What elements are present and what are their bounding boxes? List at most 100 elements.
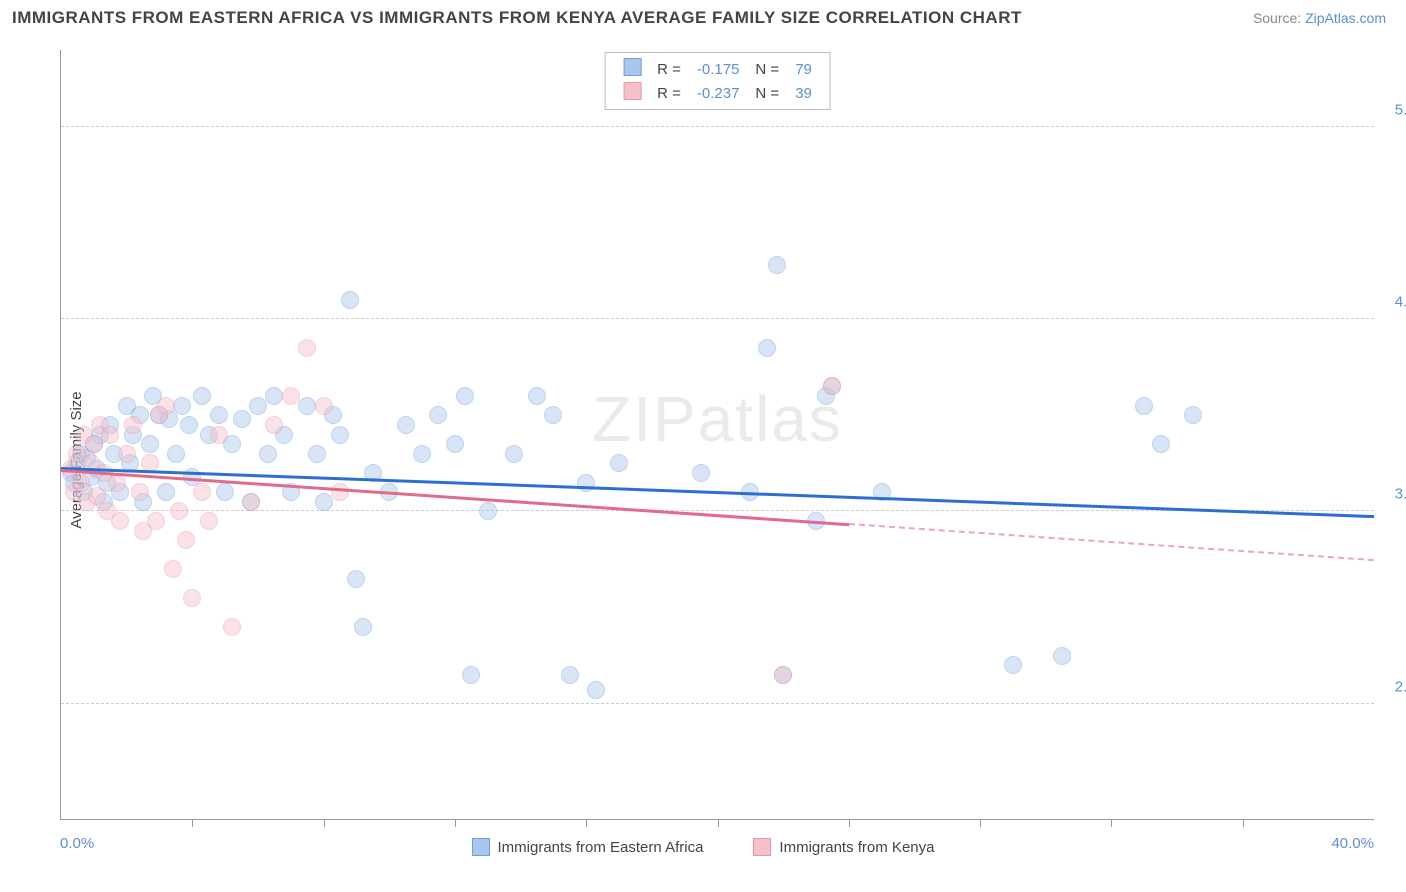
data-point <box>347 570 365 588</box>
data-point <box>265 416 283 434</box>
data-point <box>456 387 474 405</box>
data-point <box>768 256 786 274</box>
x-tick <box>192 819 193 827</box>
x-tick <box>586 819 587 827</box>
source-link[interactable]: ZipAtlas.com <box>1305 10 1386 26</box>
legend-label: Immigrants from Kenya <box>779 839 934 856</box>
data-point <box>397 416 415 434</box>
data-point <box>315 397 333 415</box>
data-point <box>587 681 605 699</box>
legend-label: Immigrants from Eastern Africa <box>498 839 704 856</box>
correlation-legend: R =-0.175N =79R =-0.237N =39 <box>604 52 831 110</box>
data-point <box>242 493 260 511</box>
data-point <box>177 531 195 549</box>
x-tick <box>1111 819 1112 827</box>
gridline <box>61 126 1374 127</box>
data-point <box>282 387 300 405</box>
y-tick-label: 4.00 <box>1380 294 1406 311</box>
stat-value-r: -0.175 <box>689 57 748 81</box>
x-tick <box>849 819 850 827</box>
trendline-extrapolated <box>849 523 1374 561</box>
data-point <box>544 406 562 424</box>
data-point <box>692 464 710 482</box>
stat-label-r: R = <box>649 57 689 81</box>
data-point <box>111 512 129 530</box>
data-point <box>223 618 241 636</box>
data-point <box>341 291 359 309</box>
legend-swatch <box>623 58 641 76</box>
stat-label-r: R = <box>649 81 689 105</box>
correlation-row: R =-0.237N =39 <box>615 81 820 105</box>
data-point <box>462 666 480 684</box>
data-point <box>1184 406 1202 424</box>
y-tick-label: 2.00 <box>1380 678 1406 695</box>
watermark: ZIPatlas <box>592 382 843 456</box>
source-attribution: Source: ZipAtlas.com <box>1253 10 1386 26</box>
data-point <box>331 483 349 501</box>
data-point <box>141 435 159 453</box>
data-point <box>170 502 188 520</box>
stat-label-n: N = <box>747 57 787 81</box>
data-point <box>180 416 198 434</box>
data-point <box>183 589 201 607</box>
data-point <box>413 445 431 463</box>
data-point <box>157 397 175 415</box>
data-point <box>147 512 165 530</box>
data-point <box>528 387 546 405</box>
data-point <box>1152 435 1170 453</box>
data-point <box>429 406 447 424</box>
x-tick <box>455 819 456 827</box>
data-point <box>1004 656 1022 674</box>
legend-swatch <box>472 838 490 856</box>
data-point <box>193 387 211 405</box>
x-tick <box>324 819 325 827</box>
data-point <box>354 618 372 636</box>
data-point <box>315 493 333 511</box>
data-point <box>1135 397 1153 415</box>
data-point <box>331 426 349 444</box>
data-point <box>101 426 119 444</box>
stat-value-r: -0.237 <box>689 81 748 105</box>
x-tick <box>718 819 719 827</box>
legend-item: Immigrants from Eastern Africa <box>472 838 704 856</box>
data-point <box>131 483 149 501</box>
data-point <box>308 445 326 463</box>
data-point <box>167 445 185 463</box>
data-point <box>259 445 277 463</box>
chart-title: IMMIGRANTS FROM EASTERN AFRICA VS IMMIGR… <box>12 8 1022 28</box>
legend-swatch <box>623 82 641 100</box>
gridline <box>61 703 1374 704</box>
data-point <box>249 397 267 415</box>
data-point <box>193 483 211 501</box>
stat-value-n: 79 <box>787 57 820 81</box>
data-point <box>1053 647 1071 665</box>
stat-value-n: 39 <box>787 81 820 105</box>
series-legend: Immigrants from Eastern Africa Immigrants… <box>12 838 1394 856</box>
x-tick <box>1243 819 1244 827</box>
data-point <box>446 435 464 453</box>
data-point <box>210 406 228 424</box>
data-point <box>233 410 251 428</box>
stat-label-n: N = <box>747 81 787 105</box>
data-point <box>479 502 497 520</box>
y-tick-label: 5.00 <box>1380 101 1406 118</box>
legend-item: Immigrants from Kenya <box>753 838 934 856</box>
correlation-row: R =-0.175N =79 <box>615 57 820 81</box>
data-point <box>124 416 142 434</box>
plot-area: ZIPatlas R =-0.175N =79R =-0.237N =39 2.… <box>60 50 1374 820</box>
legend-swatch <box>753 838 771 856</box>
data-point <box>173 397 191 415</box>
data-point <box>210 426 228 444</box>
data-point <box>758 339 776 357</box>
y-tick-label: 3.00 <box>1380 486 1406 503</box>
data-point <box>610 454 628 472</box>
gridline <box>61 318 1374 319</box>
data-point <box>216 483 234 501</box>
data-point <box>561 666 579 684</box>
chart-container: Average Family Size ZIPatlas R =-0.175N … <box>12 40 1394 880</box>
data-point <box>118 445 136 463</box>
data-point <box>85 435 103 453</box>
data-point <box>164 560 182 578</box>
data-point <box>823 377 841 395</box>
data-point <box>72 474 90 492</box>
